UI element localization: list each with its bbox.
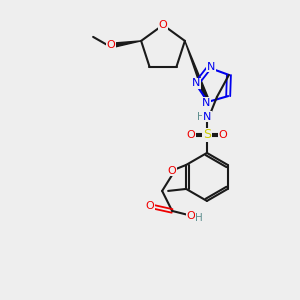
Text: O: O <box>218 130 227 140</box>
Text: N: N <box>192 78 200 88</box>
Polygon shape <box>115 41 141 47</box>
Text: H: H <box>195 213 203 223</box>
Text: N: N <box>203 112 211 122</box>
Text: N: N <box>202 98 210 108</box>
Text: N: N <box>207 62 215 72</box>
Polygon shape <box>185 41 210 103</box>
Text: O: O <box>146 201 154 211</box>
Text: O: O <box>159 20 167 30</box>
Text: O: O <box>187 130 195 140</box>
Text: O: O <box>107 40 116 50</box>
Text: S: S <box>203 128 211 141</box>
Text: O: O <box>168 166 176 176</box>
Text: H: H <box>197 112 205 122</box>
Text: O: O <box>187 211 196 221</box>
